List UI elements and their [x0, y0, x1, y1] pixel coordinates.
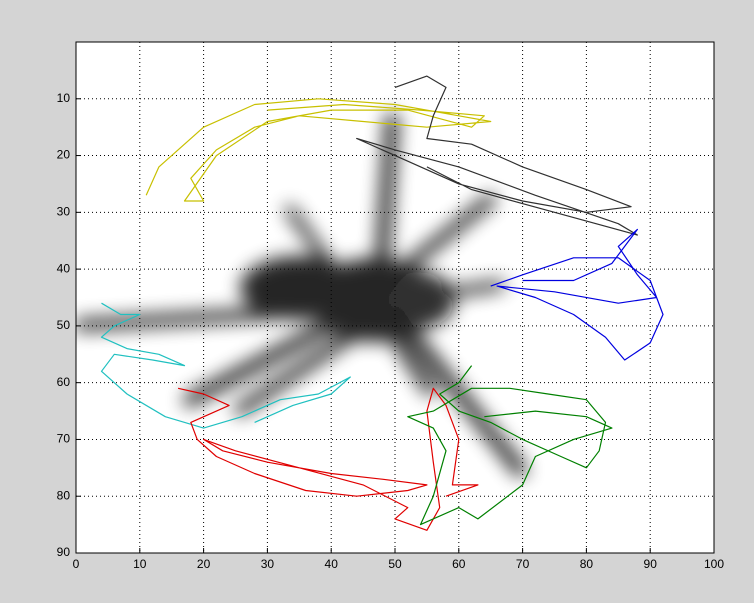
- x-tick-label: 100: [704, 557, 724, 571]
- x-tick-label: 0: [73, 557, 80, 571]
- y-tick-label: 50: [57, 318, 71, 332]
- x-tick-label: 60: [452, 557, 466, 571]
- y-tick-label: 20: [57, 148, 71, 162]
- y-tick-label: 30: [57, 205, 71, 219]
- y-tick-label: 60: [57, 375, 71, 389]
- x-tick-label: 70: [516, 557, 530, 571]
- figure: 0 10 20 30 40 50 60 70 80 90 100 10 20 30 40 50 60 70 80 90: [0, 0, 754, 603]
- x-tick-label: 90: [644, 557, 658, 571]
- y-tick-label: 80: [57, 488, 71, 502]
- y-tick-label: 10: [57, 91, 71, 105]
- x-tick-label: 80: [580, 557, 594, 571]
- page: {"chart_data":{"type":"line","xlim":[0,1…: [0, 0, 754, 603]
- y-tick-label: 40: [57, 261, 71, 275]
- y-tick-label: 70: [57, 432, 71, 446]
- x-tick-label: 10: [133, 557, 147, 571]
- x-tick-label: 50: [388, 557, 402, 571]
- x-tick-label: 30: [261, 557, 275, 571]
- x-tick-label: 20: [197, 557, 211, 571]
- y-tick-label: 90: [57, 545, 71, 559]
- x-tick-label: 40: [325, 557, 339, 571]
